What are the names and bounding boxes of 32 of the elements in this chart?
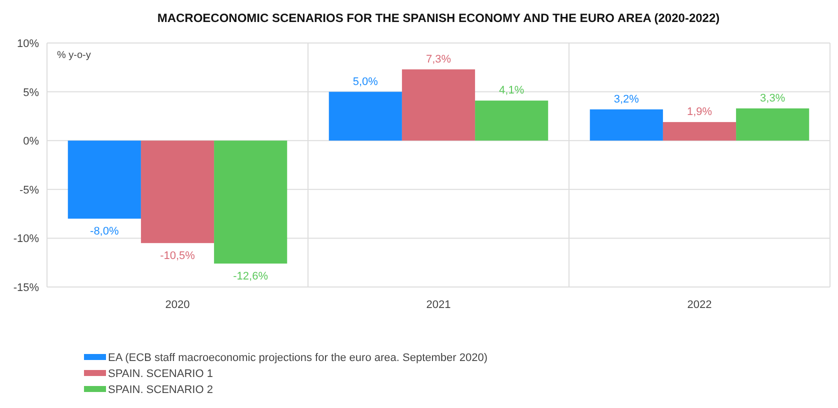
data-label: -8,0% [90, 226, 119, 238]
x-tick-label: 2021 [426, 299, 451, 311]
chart-title: MACROECONOMIC SCENARIOS FOR THE SPANISH ECONOMY AND THE EURO AREA (2020-2022) [157, 11, 720, 25]
bar [402, 69, 476, 141]
bar [590, 109, 663, 141]
data-label: -10,5% [160, 250, 196, 262]
bar [328, 92, 402, 141]
data-label: 1,9% [686, 106, 712, 118]
bar [736, 108, 810, 141]
legend-label: SPAIN. SCENARIO 1 [108, 368, 213, 380]
y-tick-label: 10% [16, 38, 40, 50]
data-label: -12,6% [233, 270, 268, 283]
y-tick-label: 5% [23, 86, 40, 99]
bar [475, 100, 548, 141]
y-tick-label: -10% [13, 233, 40, 246]
bar [68, 140, 141, 219]
y-tick-label: -15% [13, 282, 40, 294]
y-tick-label: 0% [23, 136, 40, 148]
data-label: 5,0% [352, 76, 378, 88]
bar [662, 122, 736, 141]
data-label: 4,1% [499, 84, 524, 97]
data-label: 7,3% [426, 53, 452, 66]
legend-label: SPAIN. SCENARIO 2 [108, 384, 213, 396]
x-tick-label: 2020 [165, 299, 190, 311]
data-label: 3,3% [760, 92, 786, 104]
data-label: 3,2% [614, 93, 640, 106]
x-tick-label: 2022 [687, 299, 712, 311]
bar [214, 140, 288, 264]
bar [140, 140, 214, 244]
legend-label: EA (ECB staff macroeconomic projections for the euro area. September 2020) [108, 352, 488, 364]
annotation: % y-o-y [57, 50, 91, 61]
y-tick-label: -5% [19, 184, 40, 196]
